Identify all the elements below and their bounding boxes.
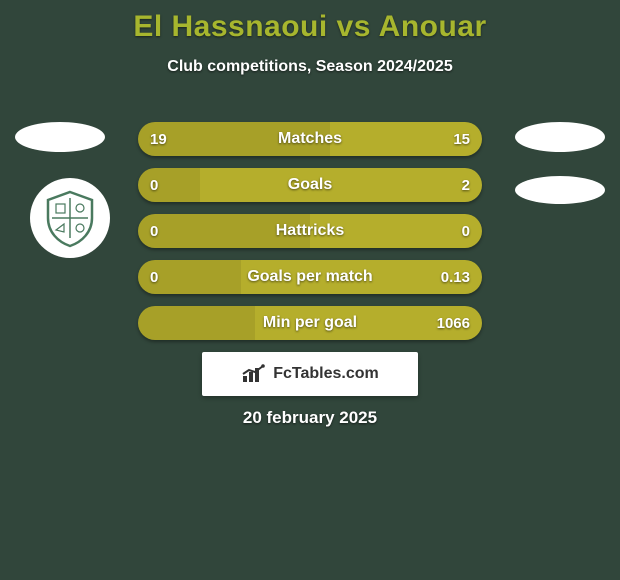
attribution-text: FcTables.com (273, 365, 379, 383)
stat-row: 1915Matches (138, 122, 482, 156)
page-title: El Hassnaoui vs Anouar (0, 0, 620, 44)
stat-row: 00Hattricks (138, 214, 482, 248)
comparison-rows: 1915Matches 02Goals 00Hattricks 00.13Goals … (138, 122, 482, 352)
stat-row: 1066Min per goal (138, 306, 482, 340)
stat-row: 00.13Goals per match (138, 260, 482, 294)
stat-row: 02Goals (138, 168, 482, 202)
attribution-badge: FcTables.com (202, 352, 418, 396)
player-right-badge-2 (515, 176, 605, 204)
stat-label: Goals (138, 168, 482, 202)
player-left-badge-1 (15, 122, 105, 152)
comparison-infographic: El Hassnaoui vs Anouar Club competitions… (0, 0, 620, 580)
stat-label: Hattricks (138, 214, 482, 248)
date-text: 20 february 2025 (0, 408, 620, 428)
club-crest-icon (40, 188, 100, 248)
player-right-badge-1 (515, 122, 605, 152)
stat-label: Min per goal (138, 306, 482, 340)
stat-label: Goals per match (138, 260, 482, 294)
player-left-club-logo (30, 178, 110, 258)
subtitle: Club competitions, Season 2024/2025 (0, 58, 620, 76)
chart-icon (241, 364, 267, 384)
stat-label: Matches (138, 122, 482, 156)
